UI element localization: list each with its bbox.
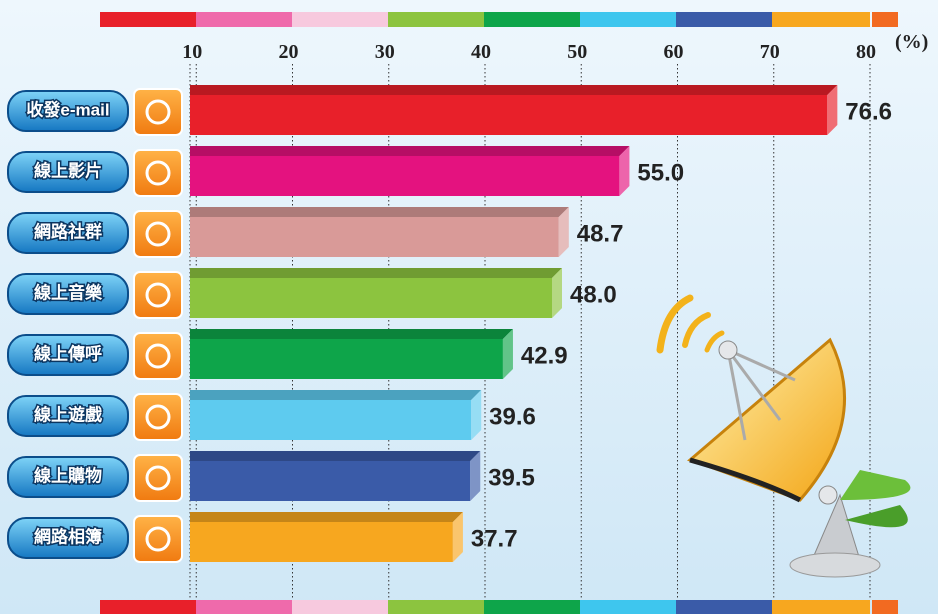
category-pill (7, 334, 129, 376)
category-label: 網路相簿 (34, 526, 102, 546)
category-icon (133, 393, 183, 441)
category-pill (7, 212, 129, 254)
category-icon (133, 210, 183, 258)
category-icon (133, 332, 183, 380)
value-label: 55.0 (637, 159, 684, 186)
category-pill (7, 90, 129, 132)
x-unit: (%) (895, 31, 928, 53)
bar-top (190, 512, 463, 522)
category-pill (7, 456, 129, 498)
bar-top (190, 146, 630, 156)
category-pill (7, 395, 129, 437)
category-icon (133, 149, 183, 197)
value-label: 39.6 (489, 403, 536, 430)
bar-top-shade (190, 512, 463, 522)
bar-side-shade (452, 512, 463, 562)
category-label: 線上傳呼 (34, 343, 102, 363)
category-pill (7, 273, 129, 315)
category-icon (133, 271, 183, 319)
x-tick-label: 20 (279, 41, 299, 63)
bar-top-shade (190, 268, 562, 278)
x-tick-label: 60 (664, 41, 684, 63)
bar (190, 400, 472, 440)
bar (190, 461, 471, 501)
category-pill (7, 151, 129, 193)
icon-glyph (145, 465, 171, 491)
value-label: 39.5 (488, 464, 535, 491)
category-pill (7, 517, 129, 559)
category-label: 線上影片 (34, 160, 102, 180)
category-icon (133, 88, 183, 136)
x-tick-label: 50 (567, 41, 587, 63)
x-tick-label: 40 (471, 41, 491, 63)
bar-side (619, 146, 630, 196)
category-label: 線上遊戲 (34, 404, 103, 424)
category-icon (133, 515, 183, 563)
bar-side (452, 512, 463, 562)
icon-glyph (145, 526, 171, 552)
value-label: 37.7 (471, 525, 518, 552)
bar-top-shade (190, 85, 838, 95)
category-label: 網路社群 (34, 221, 102, 241)
bar-side (470, 451, 481, 501)
bar-side-shade (619, 146, 630, 196)
bar-side (558, 207, 569, 257)
bar-top-shade (190, 207, 569, 217)
icon-glyph (145, 282, 171, 308)
bar-top (190, 390, 482, 400)
category-label: 線上音樂 (34, 282, 103, 302)
bar-side-shade (502, 329, 513, 379)
category-icon (133, 454, 183, 502)
x-tick-label: 70 (760, 41, 780, 63)
bar (190, 156, 620, 196)
bar-top-shade (190, 390, 482, 400)
bar-side-shade (558, 207, 569, 257)
icon-glyph (145, 404, 171, 430)
value-label: 48.7 (577, 220, 624, 247)
bar (190, 217, 559, 257)
bar-top (190, 451, 481, 461)
top-strip (100, 12, 898, 27)
value-label: 76.6 (845, 98, 892, 125)
value-label: 48.0 (570, 281, 617, 308)
bar (190, 278, 552, 318)
category-label: 收發e-mail (26, 99, 109, 119)
bar-side-shade (827, 85, 838, 135)
category-label: 線上購物 (34, 465, 102, 485)
x-tick-label: 30 (375, 41, 395, 63)
bar-side (827, 85, 838, 135)
bar-top-shade (190, 451, 481, 461)
satellite-dish (656, 294, 911, 578)
x-tick-label: 10 (182, 41, 202, 63)
x-tick-label: 80 (856, 41, 876, 63)
bar-top-shade (190, 329, 513, 339)
bar (190, 95, 828, 135)
bar-top (190, 207, 569, 217)
bottom-strip (100, 600, 898, 614)
icon-glyph (145, 221, 171, 247)
bar-side-shade (470, 451, 481, 501)
bar-side (471, 390, 482, 440)
bar (190, 339, 503, 379)
bar-top (190, 268, 562, 278)
icon-glyph (145, 343, 171, 369)
bar (190, 522, 453, 562)
bar-side-shade (552, 268, 562, 318)
bar-side (552, 268, 562, 318)
icon-glyph (145, 160, 171, 186)
bar-top (190, 329, 513, 339)
bar-side-shade (471, 390, 482, 440)
icon-glyph (145, 99, 171, 125)
bar-top (190, 85, 838, 95)
bar-top-shade (190, 146, 630, 156)
bar-side (502, 329, 513, 379)
value-label: 42.9 (521, 342, 568, 369)
